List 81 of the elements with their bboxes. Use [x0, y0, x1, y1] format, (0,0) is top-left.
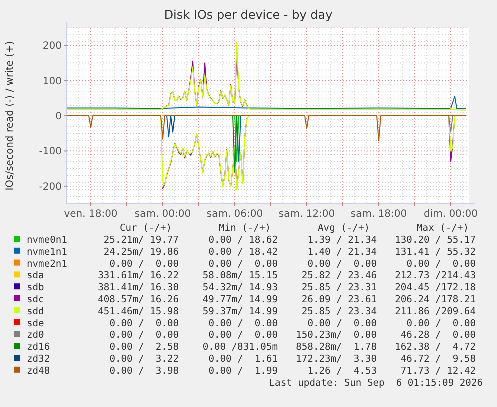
text: 0.00 /831.05m [202, 342, 278, 354]
text: 130.20 / 55.17 [395, 235, 476, 246]
text: 71.73 / 12.42 [400, 366, 476, 377]
text: 25.85 / 23.31 [302, 282, 378, 294]
line-series [66, 116, 466, 142]
legend-label: zd16 [27, 342, 50, 354]
legend-label: nvme2n1 [27, 258, 68, 270]
text: 381.41m/ 16.30 [98, 282, 180, 294]
line-series [66, 96, 466, 110]
legend-label: sde [27, 318, 45, 330]
text: 0.00 / 2.58 [110, 342, 180, 354]
text: Last update: Sun Sep 6 01:15:09 2026 [269, 378, 484, 389]
text: 25.21m/ 19.77 [104, 235, 180, 246]
legend-label: sdd [27, 306, 44, 318]
x-tick-label: ven. 18:00 [64, 209, 118, 220]
y-tick-label: 100 [42, 76, 62, 88]
text: 0.00 / 3.98 [110, 366, 180, 377]
x-tick-label: sam. 18:00 [350, 209, 408, 220]
text: 0.00 / 0.00 [110, 330, 180, 342]
text: 0.00 / 0.00 [110, 258, 180, 270]
text: 451.46m/ 15.98 [98, 306, 180, 318]
text: 204.45 /172.18 [395, 282, 476, 294]
text: 1.26 / 4.53 [308, 366, 378, 377]
line-series [66, 42, 466, 111]
text: 0.00 / 0.00 [110, 318, 180, 330]
text: 331.61m/ 16.22 [98, 270, 179, 282]
text: 46.72 / 9.58 [400, 354, 476, 365]
text: 211.86 /209.64 [395, 306, 476, 318]
legend-label: zd32 [27, 354, 50, 365]
text: 150.23m/ 0.00 [296, 330, 378, 342]
legend-label: zd48 [27, 366, 50, 377]
text: 0.00 / 0.00 [406, 318, 476, 330]
legend-label: sda [27, 270, 44, 282]
text: 172.23m/ 3.30 [296, 354, 378, 365]
y-axis-title: IOs/second read (-) / write (+) [5, 41, 16, 191]
text: 25.82 / 23.46 [302, 270, 378, 282]
text: 58.08m/ 15.15 [202, 270, 278, 282]
x-tick-label: dim. 00:00 [424, 209, 478, 220]
text: 46.28 / 0.00 [400, 330, 476, 342]
text: 24.25m/ 19.86 [104, 246, 180, 258]
text: 49.77m/ 14.99 [202, 294, 278, 306]
text: 1.39 / 21.34 [308, 235, 378, 246]
legend-label: sdc [27, 294, 44, 306]
text: 0.00 / 3.22 [110, 354, 179, 365]
text: Avg (-/+) [318, 223, 370, 234]
x-tick-label: sam. 00:00 [134, 209, 192, 220]
legend-label: nvme0n1 [27, 235, 68, 246]
text: 0.00 / 0.00 [308, 258, 378, 270]
text: 0.00 / 0.00 [208, 318, 278, 330]
legend-label: nvme1n1 [27, 246, 68, 258]
y-tick-label: 0 [56, 112, 62, 122]
text: 0.00 / 0.00 [406, 258, 476, 270]
text: 858.28m/ 1.78 [296, 342, 378, 354]
x-tick-label: sam. 06:00 [206, 209, 264, 220]
text: 59.37m/ 14.99 [202, 306, 278, 318]
text: 0.00 / 18.42 [208, 246, 278, 258]
text: 25.85 / 23.34 [302, 306, 378, 318]
text: 54.32m/ 14.93 [202, 282, 278, 294]
text: 0.00 / 0.00 [208, 330, 278, 342]
text: 0.00 / 18.62 [208, 235, 278, 246]
text: 408.57m/ 16.26 [98, 294, 180, 306]
text: 0.00 / 1.61 [208, 354, 278, 365]
text: 0.00 / 0.00 [208, 258, 278, 270]
text: 1.40 / 21.34 [308, 246, 378, 258]
y-tick-label: -100 [39, 146, 62, 158]
text: Max (-/+) [417, 223, 469, 234]
chart-title: Disk IOs per device - by day [164, 8, 333, 22]
y-tick-label: 200 [42, 41, 62, 52]
legend-label: sdb [27, 282, 45, 294]
text: 206.24 /178.21 [395, 294, 476, 306]
legend-label: zd0 [27, 330, 45, 342]
text: 0.00 / 1.99 [208, 366, 278, 377]
text: Min (-/+) [219, 223, 271, 234]
text: 26.09 / 23.61 [302, 294, 378, 306]
text: 0.00 / 0.00 [308, 318, 378, 330]
text: 131.41 / 55.32 [395, 246, 476, 258]
y-tick-label: -200 [39, 182, 62, 193]
text: 212.73 /214.43 [395, 270, 476, 282]
text: Cur (-/+) [120, 223, 172, 234]
text: 162.38 / 4.72 [395, 342, 476, 354]
x-tick-label: sam. 12:00 [278, 209, 336, 220]
